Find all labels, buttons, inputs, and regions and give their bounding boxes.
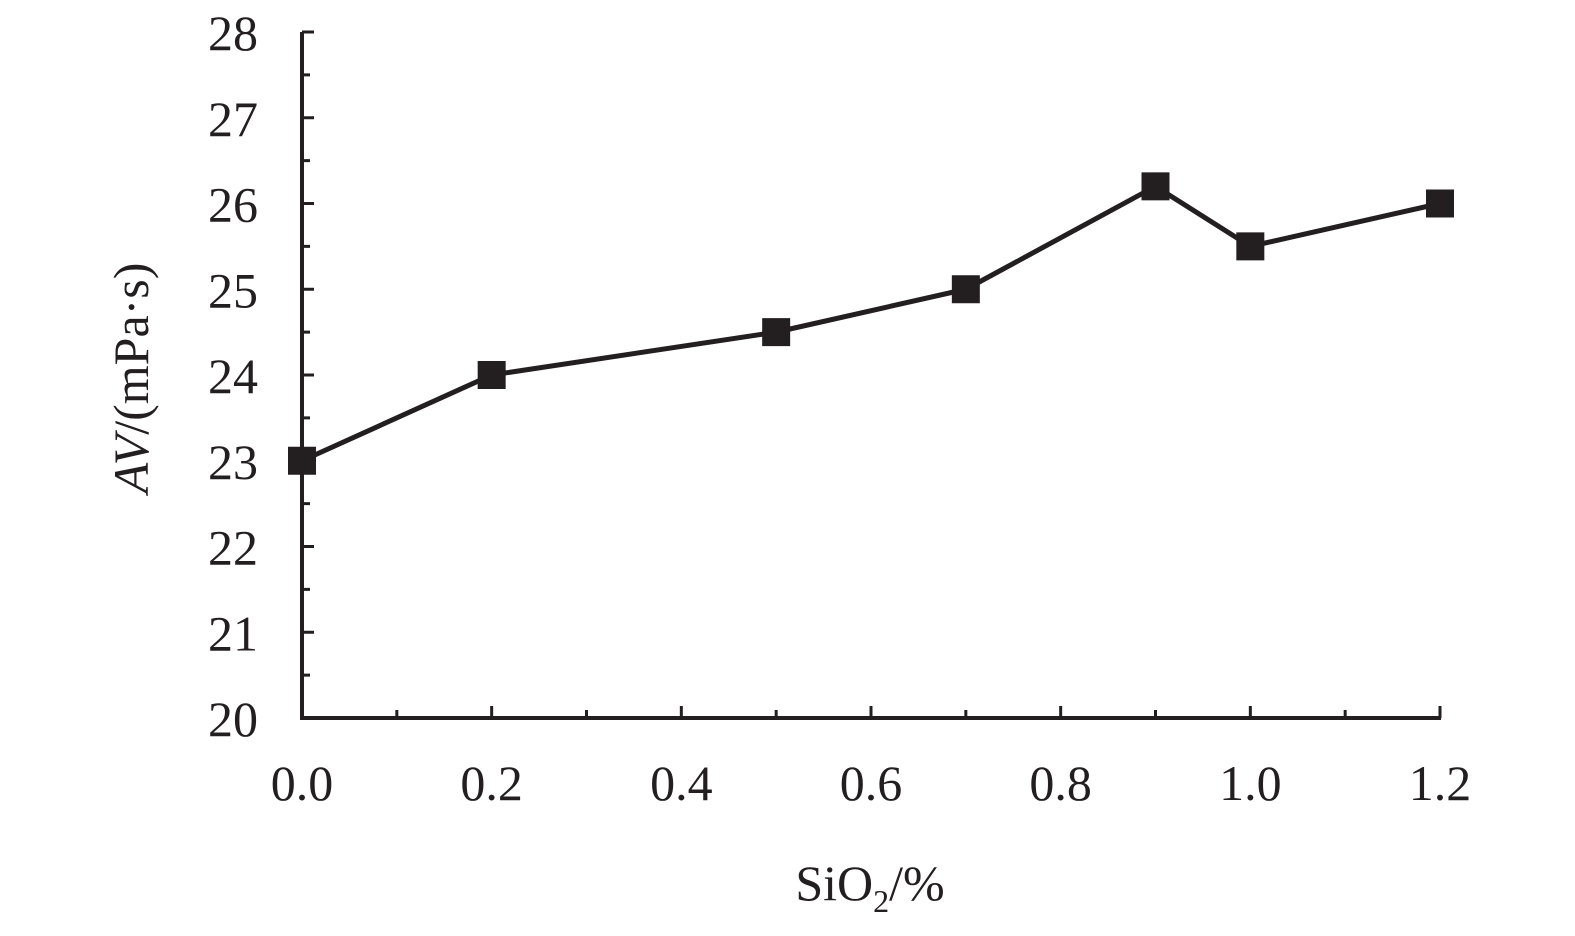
data-point-marker — [951, 275, 980, 304]
y-axis-label-italic: AV — [103, 429, 159, 496]
plot-area: 20 21 22 23 24 25 26 27 28 0.0 0.2 0.4 0.6 0.8 1.0 1.2 — [208, 5, 1471, 811]
y-tick-label: 26 — [208, 177, 258, 233]
y-tick-label: 24 — [208, 348, 258, 404]
x-tick-label: 0.4 — [650, 755, 713, 811]
x-tick-label: 1.0 — [1219, 755, 1282, 811]
x-tick-label: 1.2 — [1409, 755, 1472, 811]
x-axis-label-main: SiO — [795, 855, 873, 911]
series-line — [300, 183, 1441, 464]
y-axis-label: AV/(mPa·s) — [103, 263, 159, 497]
x-tick-label: 0.8 — [1029, 755, 1092, 811]
data-point-marker — [1141, 172, 1170, 201]
x-tick-label: 0.0 — [271, 755, 334, 811]
x-axis-label-subscript: 2 — [873, 883, 889, 919]
x-tick-label: 0.2 — [460, 755, 523, 811]
y-tick-label: 21 — [208, 605, 258, 661]
y-tick-label: 25 — [208, 262, 258, 318]
x-axis-label: SiO2/% — [795, 855, 944, 919]
y-axis-label-unit: /(mPa·s) — [103, 263, 159, 435]
data-point-marker — [1426, 189, 1454, 218]
y-tick-label: 28 — [208, 5, 258, 61]
data-point-marker — [1236, 232, 1265, 261]
x-tick-label: 0.6 — [840, 755, 903, 811]
y-axis-tick-labels: 20 21 22 23 24 25 26 27 28 — [208, 5, 258, 747]
y-tick-label: 20 — [208, 691, 258, 747]
data-point-marker — [762, 318, 791, 347]
x-axis-label-suffix: /% — [889, 855, 945, 911]
series-markers — [288, 172, 1454, 475]
x-axis-tick-labels: 0.0 0.2 0.4 0.6 0.8 1.0 1.2 — [271, 755, 1472, 811]
x-axis-ticks — [300, 706, 1442, 718]
data-point-marker — [288, 446, 316, 475]
y-tick-label: 27 — [208, 91, 258, 147]
y-tick-label: 23 — [208, 434, 258, 490]
data-point-marker — [477, 361, 506, 389]
y-tick-label: 22 — [208, 520, 258, 576]
